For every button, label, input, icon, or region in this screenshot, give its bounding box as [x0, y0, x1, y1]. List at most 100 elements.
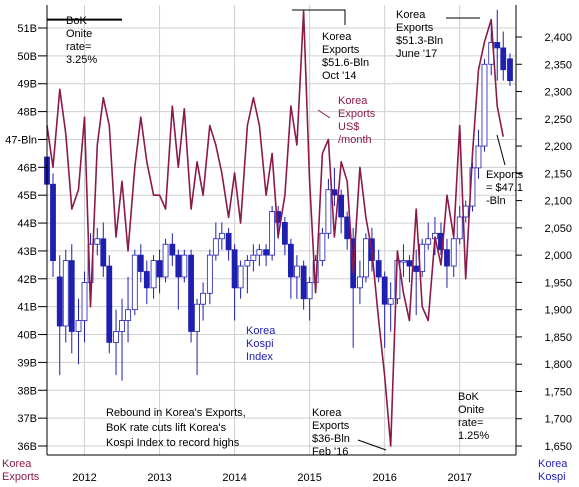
kospi-candle — [50, 183, 56, 261]
kospi-candle — [281, 222, 288, 245]
annotation-headline-line: Kospi Index to record highs — [106, 437, 240, 449]
annotation-bok-end-line: rate= — [458, 417, 483, 429]
kospi-candle — [81, 281, 88, 321]
kospi-candle — [137, 254, 144, 272]
kospi-candle — [413, 265, 420, 272]
kospi-candle — [194, 303, 200, 332]
kospi-candle — [250, 254, 257, 261]
left-tick-label: 49B — [17, 79, 37, 91]
axes — [38, 5, 522, 456]
kospi-candle — [494, 42, 501, 49]
left-axis-unit-line: Exports — [2, 471, 40, 483]
leader-latest — [496, 134, 506, 166]
left-tick-label: 38B — [17, 385, 37, 397]
kospi-candle — [357, 276, 363, 289]
kospi-candle — [218, 232, 225, 240]
annotation-headline-line: Rebound in Korea's Exports, — [106, 407, 246, 419]
left-tick-label: 45B — [17, 190, 37, 202]
left-axis-unit-line: Korea — [2, 458, 32, 470]
left-tick-label: 40B — [17, 330, 37, 342]
kospi-candle — [338, 194, 345, 218]
right-tick-label: 2,000 — [544, 250, 572, 262]
kospi-candle — [131, 254, 138, 311]
annotation-leaders — [292, 9, 506, 451]
kospi-candle — [68, 260, 75, 332]
x-tick-label: 2014 — [222, 472, 246, 484]
annotation-exports-jun17-line: $51.3-Bln — [396, 35, 443, 47]
kospi-candle — [387, 298, 394, 305]
annotation-exports-jun17-line: Korea — [396, 9, 426, 21]
leader-oct14 — [292, 9, 346, 25]
exports-line — [46, 10, 504, 447]
annotation-kospi-label-line: Korea — [246, 325, 276, 337]
kospi-candle — [450, 238, 457, 267]
right-tick-label: 2,050 — [544, 223, 572, 235]
annotation-exports-jun17-line: June '17 — [396, 48, 437, 60]
kospi-candle — [188, 254, 194, 332]
annotation-exports-feb16-line: $36-Bln — [312, 433, 350, 445]
kospi-candle — [156, 260, 163, 278]
x-tick-label: 2013 — [147, 472, 171, 484]
kospi-candle — [231, 249, 238, 289]
kospi-candle — [300, 265, 307, 300]
annotation-headline: Rebound in Korea's Exports, BoK rate cuts… — [106, 407, 246, 449]
x-tick-label: 2012 — [72, 472, 96, 484]
annotation-kospi-label: Korea Kospi Index — [246, 325, 276, 363]
kospi-candle — [75, 320, 82, 332]
left-tick-label: 47-Bln — [5, 134, 37, 146]
right-tick-label: 1,750 — [544, 386, 572, 398]
annotations: BoK Onite rate= 3.25% Korea Exports $51.6-Bln O… — [2, 9, 568, 483]
annotation-exports-oct14: Korea Exports $51.6-Bln Oct '14 — [322, 31, 369, 82]
annotation-exports-feb16-line: Korea — [312, 407, 342, 419]
annotation-bok-start: BoK Onite rate= 3.25% — [66, 15, 97, 66]
left-tick-label: 51B — [17, 23, 37, 35]
annotation-exports-label-line: US$ — [338, 121, 359, 133]
kospi-candle — [325, 189, 332, 234]
kospi-candle — [237, 265, 244, 289]
kospi-candle — [344, 216, 351, 240]
annotation-kospi-label-line: Kospi — [246, 338, 274, 350]
x-tick-label: 2016 — [372, 472, 396, 484]
leader-feb16 — [357, 439, 387, 451]
annotation-exports-label: Korea Exports US$/month — [338, 95, 376, 146]
right-tick-label: 1,950 — [544, 277, 572, 289]
right-tick-label: 1,700 — [544, 414, 572, 426]
left-tick-label: 44B — [17, 218, 37, 230]
right-tick-label: 2,250 — [544, 114, 572, 126]
kospi-candle — [381, 276, 388, 305]
annotation-exports-oct14-line: $51.6-Bln — [322, 57, 369, 69]
annotation-exports-feb16-line: Feb '16 — [312, 446, 348, 458]
annotation-exports-latest: Exports = $47.1 -Bln — [486, 169, 524, 207]
kospi-candle — [406, 260, 413, 267]
right-tick-label: 2,300 — [544, 87, 572, 99]
kospi-candle — [287, 243, 294, 278]
annotation-exports-jun17: Korea Exports $51.3-Bln June '17 — [396, 9, 443, 60]
annotation-bok-end-line: BoK — [458, 391, 479, 403]
kospi-candle — [319, 232, 326, 261]
kospi-candle — [169, 243, 176, 256]
left-tick-label: 42B — [17, 274, 37, 286]
annotation-bok-start-line: rate= — [66, 41, 91, 53]
left-tick-label: 39B — [17, 357, 37, 369]
kospi-candle — [306, 281, 313, 300]
kospi-candle — [507, 58, 513, 82]
annotation-bok-start-line: 3.25% — [66, 54, 97, 66]
left-axis-unit: Korea Exports — [2, 458, 40, 483]
right-tick-label: 1,800 — [544, 359, 572, 371]
right-tick-label: 1,650 — [544, 441, 572, 453]
kospi-candle — [244, 260, 251, 267]
kospi-candle — [456, 216, 463, 240]
kospi-candle — [331, 189, 338, 196]
kospi-candle — [94, 238, 101, 245]
kospi-candle — [181, 254, 188, 278]
right-axis-unit: Korea Kospi — [538, 458, 568, 483]
right-tick-label: 1,850 — [544, 332, 572, 344]
right-tick-label: 2,400 — [544, 32, 572, 44]
kospi-candle — [56, 276, 63, 327]
kospi-candle — [150, 260, 157, 289]
kospi-candle — [100, 238, 107, 267]
left-tick-label: 50B — [17, 51, 37, 63]
annotation-exports-latest-line: Exports — [486, 169, 524, 181]
annotation-exports-label-line: Exports — [338, 108, 376, 120]
